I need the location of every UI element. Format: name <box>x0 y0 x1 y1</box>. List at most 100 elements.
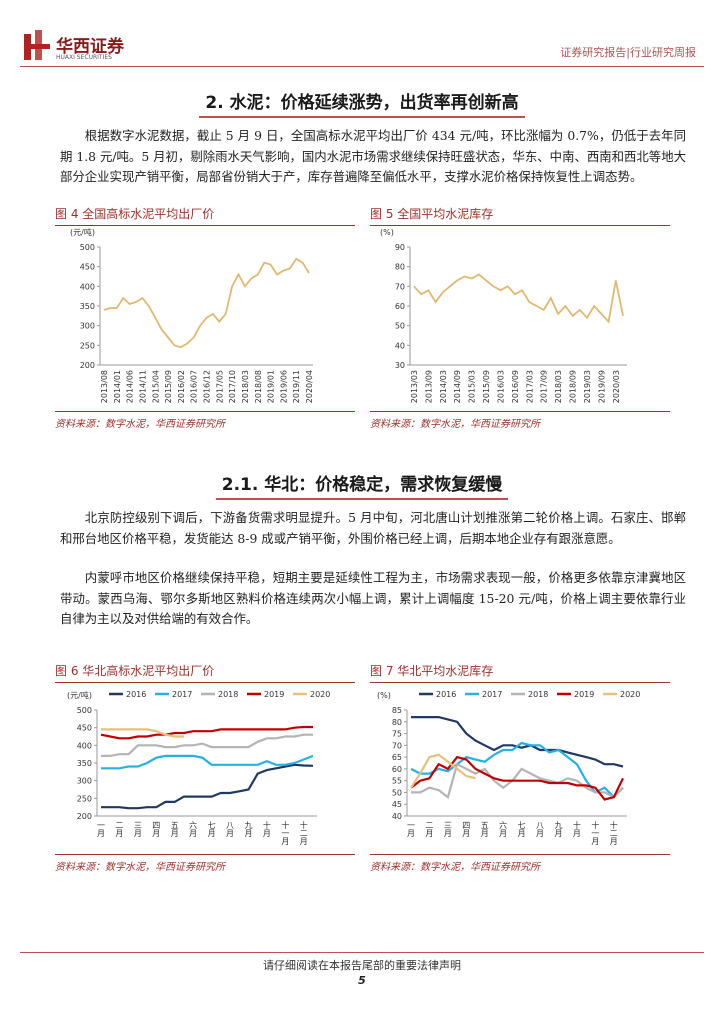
y-tick-label: 85 <box>392 706 402 715</box>
y-tick-label: 50 <box>395 322 405 331</box>
y-tick-label: 300 <box>77 777 92 786</box>
x-tick-label: 2017/10 <box>228 370 237 403</box>
y-tick-label: 90 <box>395 243 405 252</box>
logo-mark <box>24 30 50 60</box>
x-tick-label: 2013/03 <box>410 370 419 403</box>
data-line <box>413 273 624 324</box>
chart: (元/吨) 200 250 300 350 400 450 500 2013/08 2014/01… <box>70 227 314 403</box>
figure-source: 资料来源：数字水泥，华西证券研究所 <box>370 854 670 873</box>
data-line <box>101 733 313 757</box>
y-tick-label: 350 <box>80 302 95 311</box>
section-title: 2. 水泥：价格延续涨势，出货率再创新高 <box>0 88 724 118</box>
x-tick-label: 十二月 <box>609 820 618 846</box>
data-line <box>411 762 624 800</box>
x-tick-label: 2014/06 <box>126 370 135 403</box>
y-tick-label: 250 <box>77 794 92 803</box>
y-tick-label: 80 <box>392 718 402 727</box>
y-axis-label: (元/吨) <box>67 690 92 700</box>
data-line <box>103 257 310 349</box>
chart: (%) 30 40 50 60 70 80 90 2013/03 2013/09 2014/03 20… <box>380 228 627 403</box>
x-tick-label: 三月 <box>133 821 142 838</box>
x-tick-label: 2013/08 <box>100 370 109 403</box>
y-axis-label: (%) <box>380 228 394 237</box>
x-tick-label: 2018/08 <box>254 370 263 403</box>
x-tick-label: 2019/03 <box>583 370 592 403</box>
x-tick-label: 2013/09 <box>424 370 433 403</box>
x-tick-label: 2017/05 <box>215 370 224 403</box>
y-tick-label: 45 <box>392 800 402 809</box>
x-tick-label: 2014/09 <box>453 370 462 403</box>
x-tick-label: 2015/04 <box>151 370 160 403</box>
paragraph: 北京防控级别下调后，下游备货需求明显提升。5 月中旬，河北唐山计划推涨第二轮价格… <box>60 510 686 546</box>
x-tick-label: 2016/03 <box>496 370 505 403</box>
x-tick-label: 四月 <box>152 821 161 838</box>
x-tick-label: 2018/03 <box>554 370 563 403</box>
x-tick-label: 六月 <box>499 820 508 838</box>
x-tick-label: 2019/09 <box>597 370 606 403</box>
paragraph: 根据数字水泥数据，截止 5 月 9 日，全国高标水泥平均出厂价 434 元/吨，… <box>60 128 686 184</box>
logo <box>22 30 52 66</box>
legend-label: 2018 <box>218 690 238 699</box>
x-tick-label: 一月 <box>97 821 106 838</box>
x-tick-label: 八月 <box>226 821 235 838</box>
y-tick-label: 500 <box>77 706 92 715</box>
y-tick-label: 200 <box>77 812 92 821</box>
y-axis-label: (元/吨) <box>70 227 95 237</box>
section-title: 2.1. 华北：价格稳定，需求恢复缓慢 <box>0 470 724 500</box>
y-tick-label: 250 <box>80 341 95 350</box>
y-tick-label: 40 <box>392 812 402 821</box>
x-tick-label: 十二月 <box>299 820 308 846</box>
y-tick-label: 60 <box>395 302 405 311</box>
company-en: HUAXI SECURITIES <box>56 54 112 61</box>
legend-label: 2017 <box>482 690 502 699</box>
x-tick-label: 一月 <box>407 821 416 838</box>
x-tick-label: 十一月 <box>591 820 600 846</box>
x-tick-label: 六月 <box>189 820 198 838</box>
legend-label: 2016 <box>436 690 456 699</box>
footer-notice: 请仔细阅读在本报告尾部的重要法律声明 <box>263 959 461 972</box>
x-tick-label: 2016/07 <box>190 370 199 403</box>
legend-label: 2019 <box>574 690 594 699</box>
data-line <box>410 753 476 789</box>
data-line <box>101 728 184 738</box>
x-tick-label: 2020/04 <box>305 370 314 403</box>
figure-source: 资料来源：数字水泥，华西证券研究所 <box>55 411 355 430</box>
x-tick-label: 2014/01 <box>113 370 122 403</box>
y-tick-label: 500 <box>80 243 95 252</box>
x-tick-label: 三月 <box>443 821 452 838</box>
x-tick-label: 七月 <box>517 821 526 838</box>
legend-label: 2016 <box>126 690 146 699</box>
y-axis-label: (%) <box>377 691 391 700</box>
y-tick-label: 200 <box>80 361 95 370</box>
x-tick-label: 九月 <box>244 821 253 838</box>
x-tick-label: 2017/03 <box>525 370 534 403</box>
y-tick-label: 60 <box>392 765 402 774</box>
y-tick-label: 50 <box>392 788 402 797</box>
data-line <box>410 755 624 801</box>
report-type: 证券研究报告|行业研究周报 <box>560 46 696 59</box>
y-tick-label: 65 <box>392 753 402 762</box>
data-line <box>100 725 313 740</box>
page-number: 5 <box>358 974 366 987</box>
footer-rule <box>20 952 704 953</box>
x-tick-label: 十一月 <box>281 820 290 846</box>
figure-title: 图 5 全国平均水泥库存 <box>370 205 670 226</box>
y-tick-label: 300 <box>80 322 95 331</box>
x-tick-label: 2018/09 <box>569 370 578 403</box>
chart: (%) 40 45 50 55 60 65 70 75 80 85 一月 二月 三月 四月 五月 六月 七月 八月九… <box>377 690 640 846</box>
y-tick-label: 80 <box>395 263 405 272</box>
y-tick-label: 70 <box>392 741 402 750</box>
company: 华西证券 <box>56 37 124 57</box>
x-tick-label: 九月 <box>554 821 563 838</box>
x-tick-label: 2020/03 <box>612 370 621 403</box>
data-line <box>410 741 624 799</box>
x-tick-label: 五月 <box>170 821 179 838</box>
paragraph: 内蒙呼市地区价格继续保持平稳，短期主要是延续性工程为主，市场需求表现一般，价格更… <box>60 570 686 626</box>
x-tick-label: 2019/01 <box>267 370 276 403</box>
x-tick-label: 八月 <box>536 821 545 838</box>
x-tick-label: 十月 <box>262 820 271 838</box>
y-tick-label: 55 <box>392 777 402 786</box>
y-tick-label: 350 <box>77 759 92 768</box>
y-tick-label: 70 <box>395 282 405 291</box>
